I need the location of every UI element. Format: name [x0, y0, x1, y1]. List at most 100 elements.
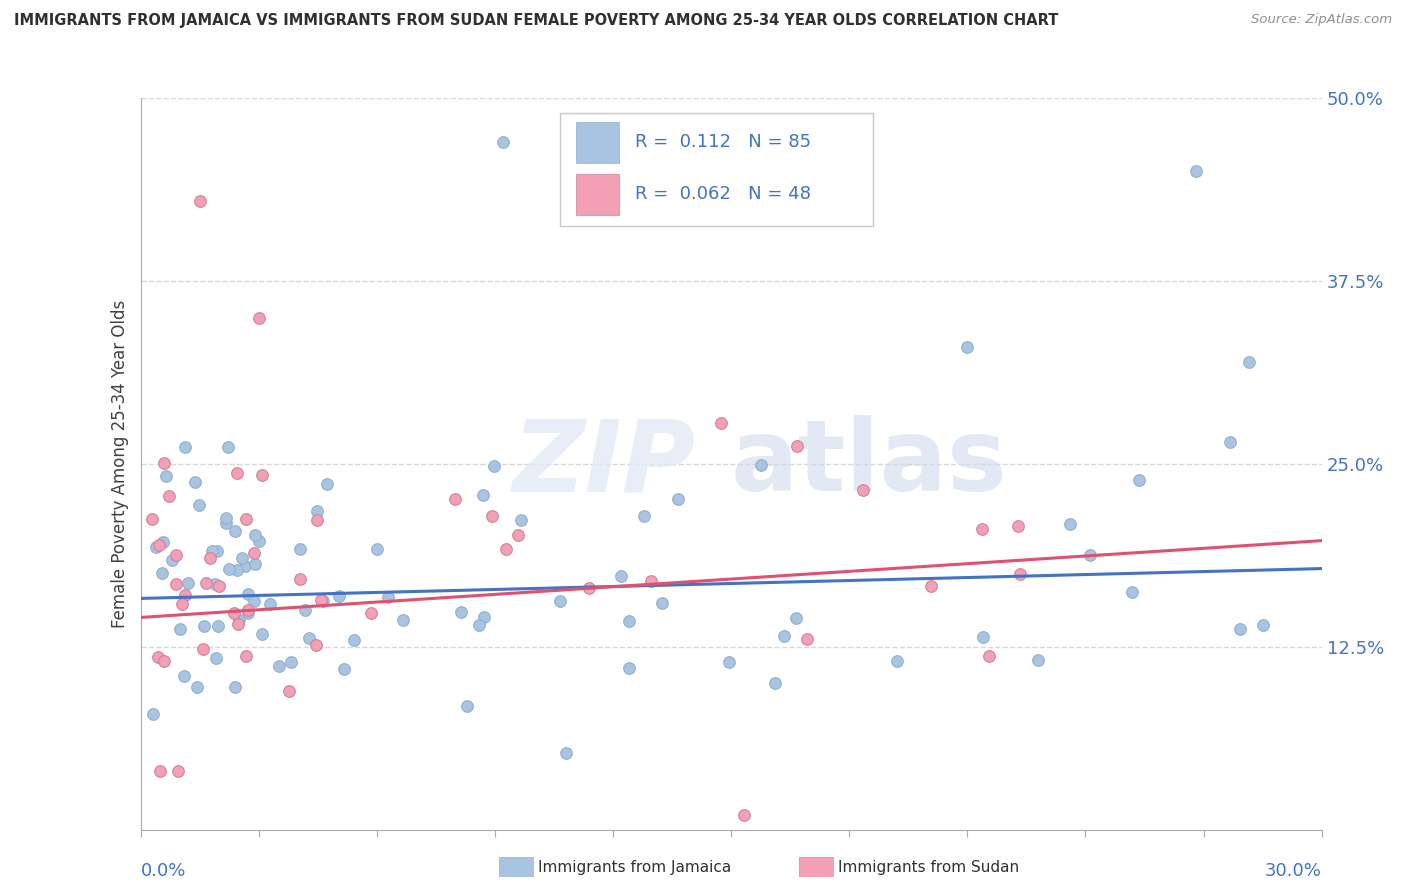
Point: [749, 458, 772, 472]
Point: [236, 603, 259, 617]
Point: [1184, 164, 1206, 178]
Point: [305, 513, 328, 527]
Point: [763, 675, 786, 690]
Y-axis label: Female Poverty Among 25-34 Year Olds: Female Poverty Among 25-34 Year Olds: [111, 300, 129, 628]
Point: [796, 632, 818, 646]
Point: [471, 488, 494, 502]
Point: [640, 574, 662, 588]
Point: [238, 606, 260, 620]
Point: [1237, 355, 1260, 369]
Point: [243, 557, 266, 571]
Point: [250, 468, 273, 483]
Point: [226, 617, 249, 632]
Point: [548, 594, 571, 608]
Text: ZIP: ZIP: [513, 416, 696, 512]
Point: [235, 649, 257, 664]
Point: [172, 597, 194, 611]
Point: [956, 340, 979, 354]
Point: [243, 527, 266, 541]
Point: [443, 492, 465, 507]
Point: [215, 516, 238, 530]
Point: [165, 577, 187, 591]
Point: [360, 606, 382, 620]
Point: [1028, 653, 1050, 667]
Point: [208, 580, 231, 594]
Point: [207, 619, 229, 633]
Point: [510, 514, 533, 528]
Point: [146, 649, 169, 664]
Point: [288, 541, 311, 556]
Point: [472, 610, 495, 624]
Point: [177, 575, 200, 590]
Point: [772, 629, 794, 643]
Point: [495, 542, 517, 557]
Point: [153, 456, 176, 470]
Point: [247, 533, 270, 548]
Point: [247, 310, 270, 325]
Point: [633, 508, 655, 523]
Point: [733, 808, 755, 822]
Point: [174, 440, 197, 454]
Point: [554, 746, 576, 760]
Point: [298, 631, 321, 645]
Point: [617, 661, 640, 675]
Point: [224, 524, 246, 538]
Point: [235, 558, 257, 573]
Point: [1121, 585, 1143, 599]
Text: R =  0.062   N = 48: R = 0.062 N = 48: [636, 186, 811, 203]
Point: [977, 648, 1000, 663]
Point: [165, 548, 187, 562]
Point: [343, 632, 366, 647]
Bar: [575, 122, 619, 162]
Point: [305, 504, 328, 518]
Point: [145, 540, 167, 554]
Text: 0.0%: 0.0%: [141, 863, 186, 880]
Point: [235, 512, 257, 526]
Point: [198, 550, 221, 565]
Point: [619, 614, 641, 628]
Point: [316, 477, 339, 491]
Point: [242, 546, 264, 560]
Point: [456, 699, 478, 714]
Point: [328, 590, 350, 604]
Point: [267, 658, 290, 673]
Point: [288, 572, 311, 586]
Point: [304, 638, 326, 652]
Point: [886, 654, 908, 668]
Point: [450, 605, 472, 619]
Point: [786, 439, 808, 453]
Point: [167, 764, 190, 778]
Point: [186, 680, 208, 694]
Point: [153, 654, 176, 668]
Point: [222, 606, 245, 620]
FancyBboxPatch shape: [560, 112, 873, 227]
Point: [972, 630, 994, 644]
Point: [280, 655, 302, 669]
Point: [141, 512, 163, 526]
Point: [259, 598, 281, 612]
Point: [377, 590, 399, 604]
Point: [205, 651, 228, 665]
Point: [201, 544, 224, 558]
Point: [508, 528, 530, 542]
Point: [193, 618, 215, 632]
Point: [1059, 516, 1081, 531]
Point: [332, 662, 354, 676]
Point: [482, 459, 505, 474]
Point: [228, 613, 250, 627]
Point: [150, 566, 173, 580]
Point: [215, 511, 238, 525]
Point: [204, 576, 226, 591]
Point: [970, 522, 993, 536]
Point: [492, 135, 515, 149]
Point: [169, 622, 191, 636]
Point: [852, 483, 875, 497]
Point: [294, 602, 316, 616]
Point: [160, 553, 183, 567]
Point: [392, 613, 415, 627]
Point: [226, 563, 249, 577]
Text: Immigrants from Sudan: Immigrants from Sudan: [838, 860, 1019, 874]
Point: [481, 509, 503, 524]
Point: [666, 491, 689, 506]
Text: IMMIGRANTS FROM JAMAICA VS IMMIGRANTS FROM SUDAN FEMALE POVERTY AMONG 25-34 YEAR: IMMIGRANTS FROM JAMAICA VS IMMIGRANTS FR…: [14, 13, 1059, 29]
